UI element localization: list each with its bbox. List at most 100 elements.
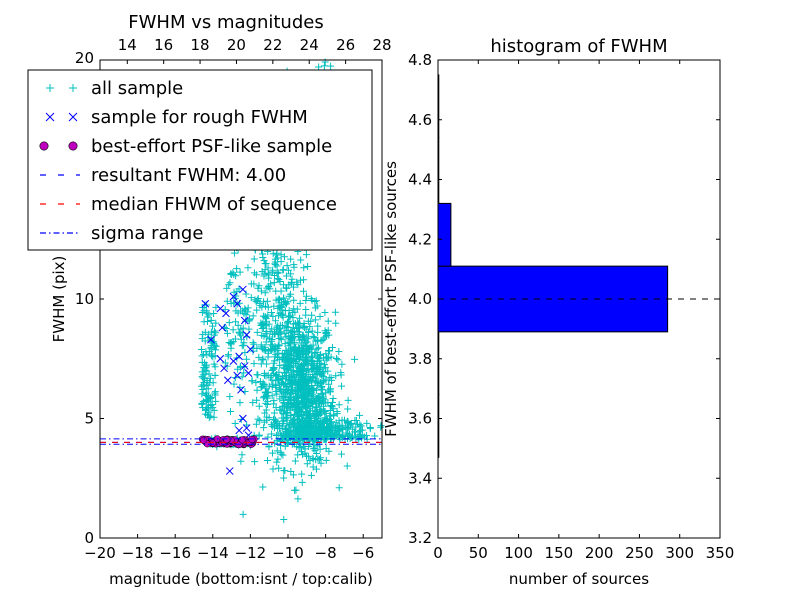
all-sample-point: [268, 422, 276, 430]
all-sample-point: [240, 341, 248, 349]
all-sample-point: [301, 357, 309, 365]
all-sample-point: [247, 294, 255, 302]
all-sample-point: [285, 342, 293, 350]
all-sample-point: [329, 405, 337, 413]
all-sample-point: [287, 420, 295, 428]
all-sample-point: [289, 393, 297, 401]
all-sample-point: [236, 268, 244, 276]
x-tick-label: −14: [197, 544, 229, 562]
all-sample-point: [287, 270, 295, 278]
all-sample-point: [324, 317, 332, 325]
all-sample-point: [330, 412, 338, 420]
all-sample-point: [292, 359, 300, 367]
all-sample-point: [284, 323, 292, 331]
all-sample-point: [335, 348, 343, 356]
all-sample-point: [246, 316, 254, 324]
all-sample-point: [273, 458, 281, 466]
all-sample-point: [221, 359, 229, 367]
all-sample-point: [305, 377, 313, 385]
all-sample-point: [281, 297, 289, 305]
top-x-tick-label: 26: [336, 36, 355, 54]
all-sample-point: [309, 357, 317, 365]
all-sample-point: [238, 451, 246, 459]
x-tick-label: −18: [122, 544, 154, 562]
scatter-y-axis-label: FWHM (pix): [50, 256, 68, 343]
all-sample-point: [261, 409, 269, 417]
all-sample-point: [344, 396, 352, 404]
rough-fwhm-point: [207, 335, 215, 344]
all-sample-point: [307, 295, 315, 303]
all-sample-point: [321, 425, 329, 433]
all-sample-point: [283, 351, 291, 359]
all-sample-point: [277, 251, 285, 259]
all-sample-point: [243, 355, 251, 363]
all-sample-point: [281, 340, 289, 348]
all-sample-point: [311, 434, 319, 442]
all-sample-point: [338, 360, 346, 368]
all-sample-point: [298, 470, 306, 478]
all-sample-point: [255, 282, 263, 290]
all-sample-point: [234, 365, 242, 373]
all-sample-point: [287, 279, 295, 287]
all-sample-point: [268, 367, 276, 375]
all-sample-point: [272, 351, 280, 359]
all-sample-point: [210, 413, 218, 421]
rough-fwhm-point: [222, 309, 230, 318]
x-tick-label: 200: [585, 544, 614, 562]
all-sample-point: [212, 319, 220, 327]
all-sample-point: [279, 417, 287, 425]
all-sample-point: [277, 442, 285, 450]
all-sample-point: [264, 353, 272, 361]
all-sample-point: [322, 456, 330, 464]
all-sample-point: [322, 445, 330, 453]
rough-fwhm-point: [240, 362, 249, 370]
all-sample-point: [240, 369, 248, 377]
all-sample-point: [269, 250, 277, 258]
all-sample-point: [269, 449, 277, 457]
all-sample-point: [302, 370, 310, 378]
top-x-tick-label: 28: [372, 36, 391, 54]
all-sample-point: [283, 319, 291, 327]
legend-box: [27, 69, 373, 251]
scatter-x-axis-label: magnitude (bottom:isnt / top:calib): [109, 570, 373, 588]
all-sample-point: [317, 436, 325, 444]
all-sample-point: [259, 356, 267, 364]
x-tick-label: −16: [159, 544, 191, 562]
legend-label: median FHWM of sequence: [91, 194, 337, 215]
all-sample-point: [284, 338, 292, 346]
all-sample-point: [277, 450, 285, 458]
all-sample-point: [212, 303, 220, 311]
all-sample-point: [321, 361, 329, 369]
all-sample-point: [262, 406, 270, 414]
all-sample-point: [274, 344, 282, 352]
all-sample-point: [279, 353, 287, 361]
all-sample-point: [199, 374, 207, 382]
all-sample-point: [280, 516, 288, 524]
all-sample-point: [343, 462, 351, 470]
all-sample-point: [277, 448, 285, 456]
all-sample-point: [281, 365, 289, 373]
all-sample-point: [295, 444, 303, 452]
all-sample-point: [314, 336, 322, 344]
all-sample-point: [204, 334, 212, 342]
all-sample-point: [263, 297, 271, 305]
all-sample-point: [290, 283, 298, 291]
all-sample-point: [253, 386, 261, 394]
all-sample-point: [268, 383, 276, 391]
all-sample-point: [303, 460, 311, 468]
legend-marker-circle: [39, 141, 49, 151]
all-sample-point: [303, 392, 311, 400]
all-sample-point: [331, 308, 339, 316]
all-sample-point: [320, 377, 328, 385]
legend-label: resultant FWHM: 4.00: [91, 165, 286, 186]
y-tick-label: 3.8: [408, 350, 432, 368]
all-sample-point: [272, 404, 280, 412]
y-tick-label: 3.2: [408, 529, 432, 547]
all-sample-point: [198, 335, 206, 343]
all-sample-point: [291, 486, 299, 494]
all-sample-point: [302, 376, 310, 384]
all-sample-point: [313, 369, 321, 377]
legend-entry: sigma range: [40, 223, 203, 244]
all-sample-point: [293, 409, 301, 417]
all-sample-point: [351, 417, 359, 425]
